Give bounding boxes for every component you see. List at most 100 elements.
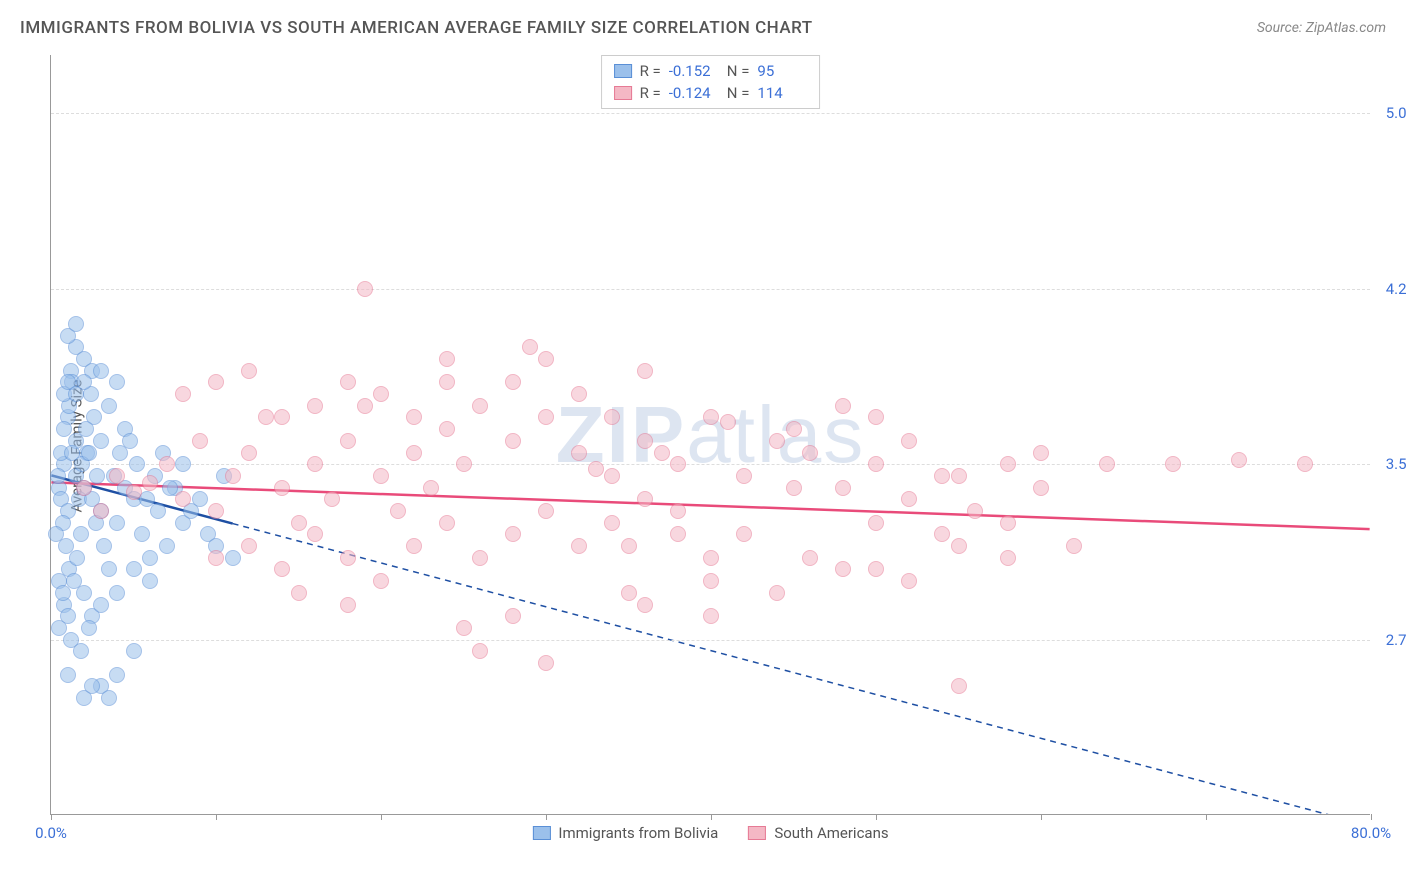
point-south-american — [654, 445, 670, 461]
point-south-american — [538, 655, 554, 671]
point-south-american — [588, 461, 604, 477]
point-south-american — [505, 374, 521, 390]
point-south-american — [967, 503, 983, 519]
point-south-american — [703, 409, 719, 425]
point-bolivia — [109, 667, 125, 683]
point-south-american — [225, 468, 241, 484]
point-bolivia — [175, 456, 191, 472]
point-south-american — [835, 561, 851, 577]
point-south-american — [208, 550, 224, 566]
point-south-american — [505, 608, 521, 624]
point-south-american — [621, 585, 637, 601]
point-south-american — [373, 468, 389, 484]
point-south-american — [241, 363, 257, 379]
point-south-american — [769, 433, 785, 449]
point-south-american — [93, 503, 109, 519]
point-south-american — [1000, 456, 1016, 472]
point-south-american — [208, 374, 224, 390]
point-south-american — [868, 409, 884, 425]
point-bolivia — [192, 491, 208, 507]
point-south-american — [340, 433, 356, 449]
stats-row-series2: R = -0.124 N = 114 — [614, 82, 808, 104]
point-south-american — [1231, 452, 1247, 468]
point-south-american — [637, 491, 653, 507]
swatch-series2 — [614, 86, 632, 100]
y-tick-label: 5.00 — [1386, 104, 1406, 122]
point-south-american — [142, 475, 158, 491]
point-south-american — [1165, 456, 1181, 472]
point-south-american — [1000, 515, 1016, 531]
point-south-american — [307, 398, 323, 414]
point-south-american — [472, 643, 488, 659]
grid-line — [51, 113, 1370, 114]
point-south-american — [868, 456, 884, 472]
point-south-american — [340, 550, 356, 566]
point-south-american — [175, 491, 191, 507]
point-south-american — [951, 468, 967, 484]
point-south-american — [340, 597, 356, 613]
point-bolivia — [101, 398, 117, 414]
point-bolivia — [142, 573, 158, 589]
point-south-american — [522, 339, 538, 355]
point-bolivia — [56, 421, 72, 437]
chart-plot-area: ZIPatlas R = -0.152 N = 95 R = -0.124 N … — [50, 55, 1370, 815]
point-south-american — [406, 445, 422, 461]
point-south-american — [1099, 456, 1115, 472]
point-bolivia — [109, 374, 125, 390]
point-south-american — [951, 538, 967, 554]
point-bolivia — [89, 468, 105, 484]
y-tick-label: 3.50 — [1386, 455, 1406, 473]
point-south-american — [868, 561, 884, 577]
x-tick — [546, 814, 547, 820]
x-tick — [51, 814, 52, 820]
point-south-american — [604, 409, 620, 425]
point-bolivia — [60, 608, 76, 624]
point-south-american — [291, 585, 307, 601]
point-bolivia — [55, 585, 71, 601]
point-south-american — [1297, 456, 1313, 472]
x-tick — [1206, 814, 1207, 820]
point-south-american — [390, 503, 406, 519]
point-south-american — [703, 608, 719, 624]
legend-item-series1: Immigrants from Bolivia — [532, 824, 718, 842]
point-south-american — [637, 433, 653, 449]
point-south-american — [505, 433, 521, 449]
stats-row-series1: R = -0.152 N = 95 — [614, 60, 808, 82]
x-tick-label: 80.0% — [1351, 824, 1391, 842]
point-south-american — [703, 573, 719, 589]
point-bolivia — [101, 690, 117, 706]
point-bolivia — [50, 468, 66, 484]
point-south-american — [1033, 445, 1049, 461]
x-tick — [381, 814, 382, 820]
point-south-american — [439, 421, 455, 437]
point-south-american — [538, 409, 554, 425]
point-south-american — [472, 550, 488, 566]
point-bolivia — [101, 561, 117, 577]
point-south-american — [439, 351, 455, 367]
point-south-american — [357, 281, 373, 297]
point-bolivia — [68, 316, 84, 332]
x-tick — [1041, 814, 1042, 820]
point-south-american — [901, 573, 917, 589]
point-south-american — [1000, 550, 1016, 566]
point-south-american — [307, 456, 323, 472]
point-bolivia — [84, 678, 100, 694]
point-south-american — [472, 398, 488, 414]
point-bolivia — [109, 585, 125, 601]
point-south-american — [637, 597, 653, 613]
point-south-american — [934, 468, 950, 484]
x-tick — [876, 814, 877, 820]
point-south-american — [76, 480, 92, 496]
point-south-american — [505, 526, 521, 542]
x-tick — [711, 814, 712, 820]
point-bolivia — [81, 620, 97, 636]
point-south-american — [802, 445, 818, 461]
point-south-american — [175, 386, 191, 402]
point-bolivia — [93, 597, 109, 613]
point-south-american — [274, 561, 290, 577]
point-south-american — [159, 456, 175, 472]
point-south-american — [456, 620, 472, 636]
point-south-american — [835, 480, 851, 496]
trend-lines-svg — [51, 55, 1370, 814]
point-south-american — [291, 515, 307, 531]
